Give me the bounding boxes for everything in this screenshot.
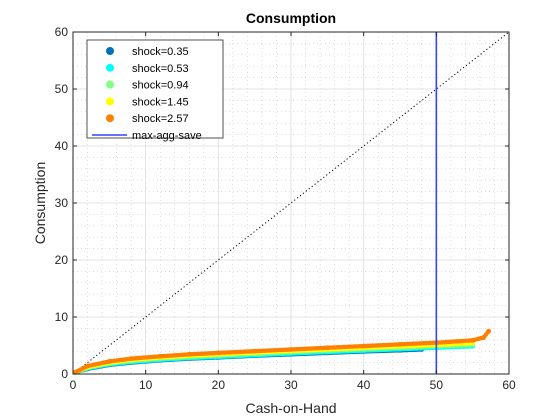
y-tick-label: 30 [55,196,69,210]
data-point [288,347,294,352]
legend-label: shock=0.53 [132,63,189,75]
legend-label: shock=0.94 [132,80,189,92]
y-tick-label: 60 [55,25,69,39]
legend-marker [106,114,114,123]
legend-marker [106,63,114,72]
legend: shock=0.35 shock=0.53 shock=0.94 shock=1.45… [86,39,224,142]
data-point [186,351,192,357]
data-point [215,350,221,356]
y-tick-label: 50 [55,82,69,96]
chart-marks [72,31,510,375]
y-tick-label: 20 [55,253,69,267]
data-point [486,328,492,334]
legend-label: shock=0.35 [132,46,189,58]
legend-marker [106,47,114,55]
series-shock=2.57 [72,328,492,375]
y-tick-label: 40 [55,139,69,153]
data-point [128,356,134,362]
tick-labels: 0 10 20 30 40 50 60 0 10 20 30 40 50 60 [55,25,516,392]
y-axis-label: Consumption [32,162,48,245]
data-point [397,341,403,347]
data-point [324,345,330,351]
x-tick-label: 50 [430,378,444,392]
data-point [470,337,476,343]
y-tick-label: 0 [61,367,68,381]
x-tick-label: 40 [357,378,371,392]
data-point [85,363,90,369]
y-tick-label: 10 [55,310,69,324]
legend-label: max-agg-save [132,130,202,142]
x-tick-label: 30 [284,378,298,392]
legend-marker [106,97,114,106]
legend-marker [106,80,114,89]
legend-label: shock=2.57 [132,113,189,125]
data-point [252,348,258,354]
x-axis-label: Cash-on-Hand [245,400,336,416]
data-point [72,369,78,375]
data-point [481,335,486,340]
legend-label: shock=1.45 [132,96,189,108]
chart-title: Consumption [246,10,336,26]
data-point [361,343,367,349]
x-tick-label: 10 [139,378,153,392]
x-tick-label: 60 [502,378,516,392]
data-point [106,359,112,364]
x-tick-label: 0 [70,378,77,392]
x-tick-label: 20 [212,378,226,392]
data-point [157,353,163,359]
